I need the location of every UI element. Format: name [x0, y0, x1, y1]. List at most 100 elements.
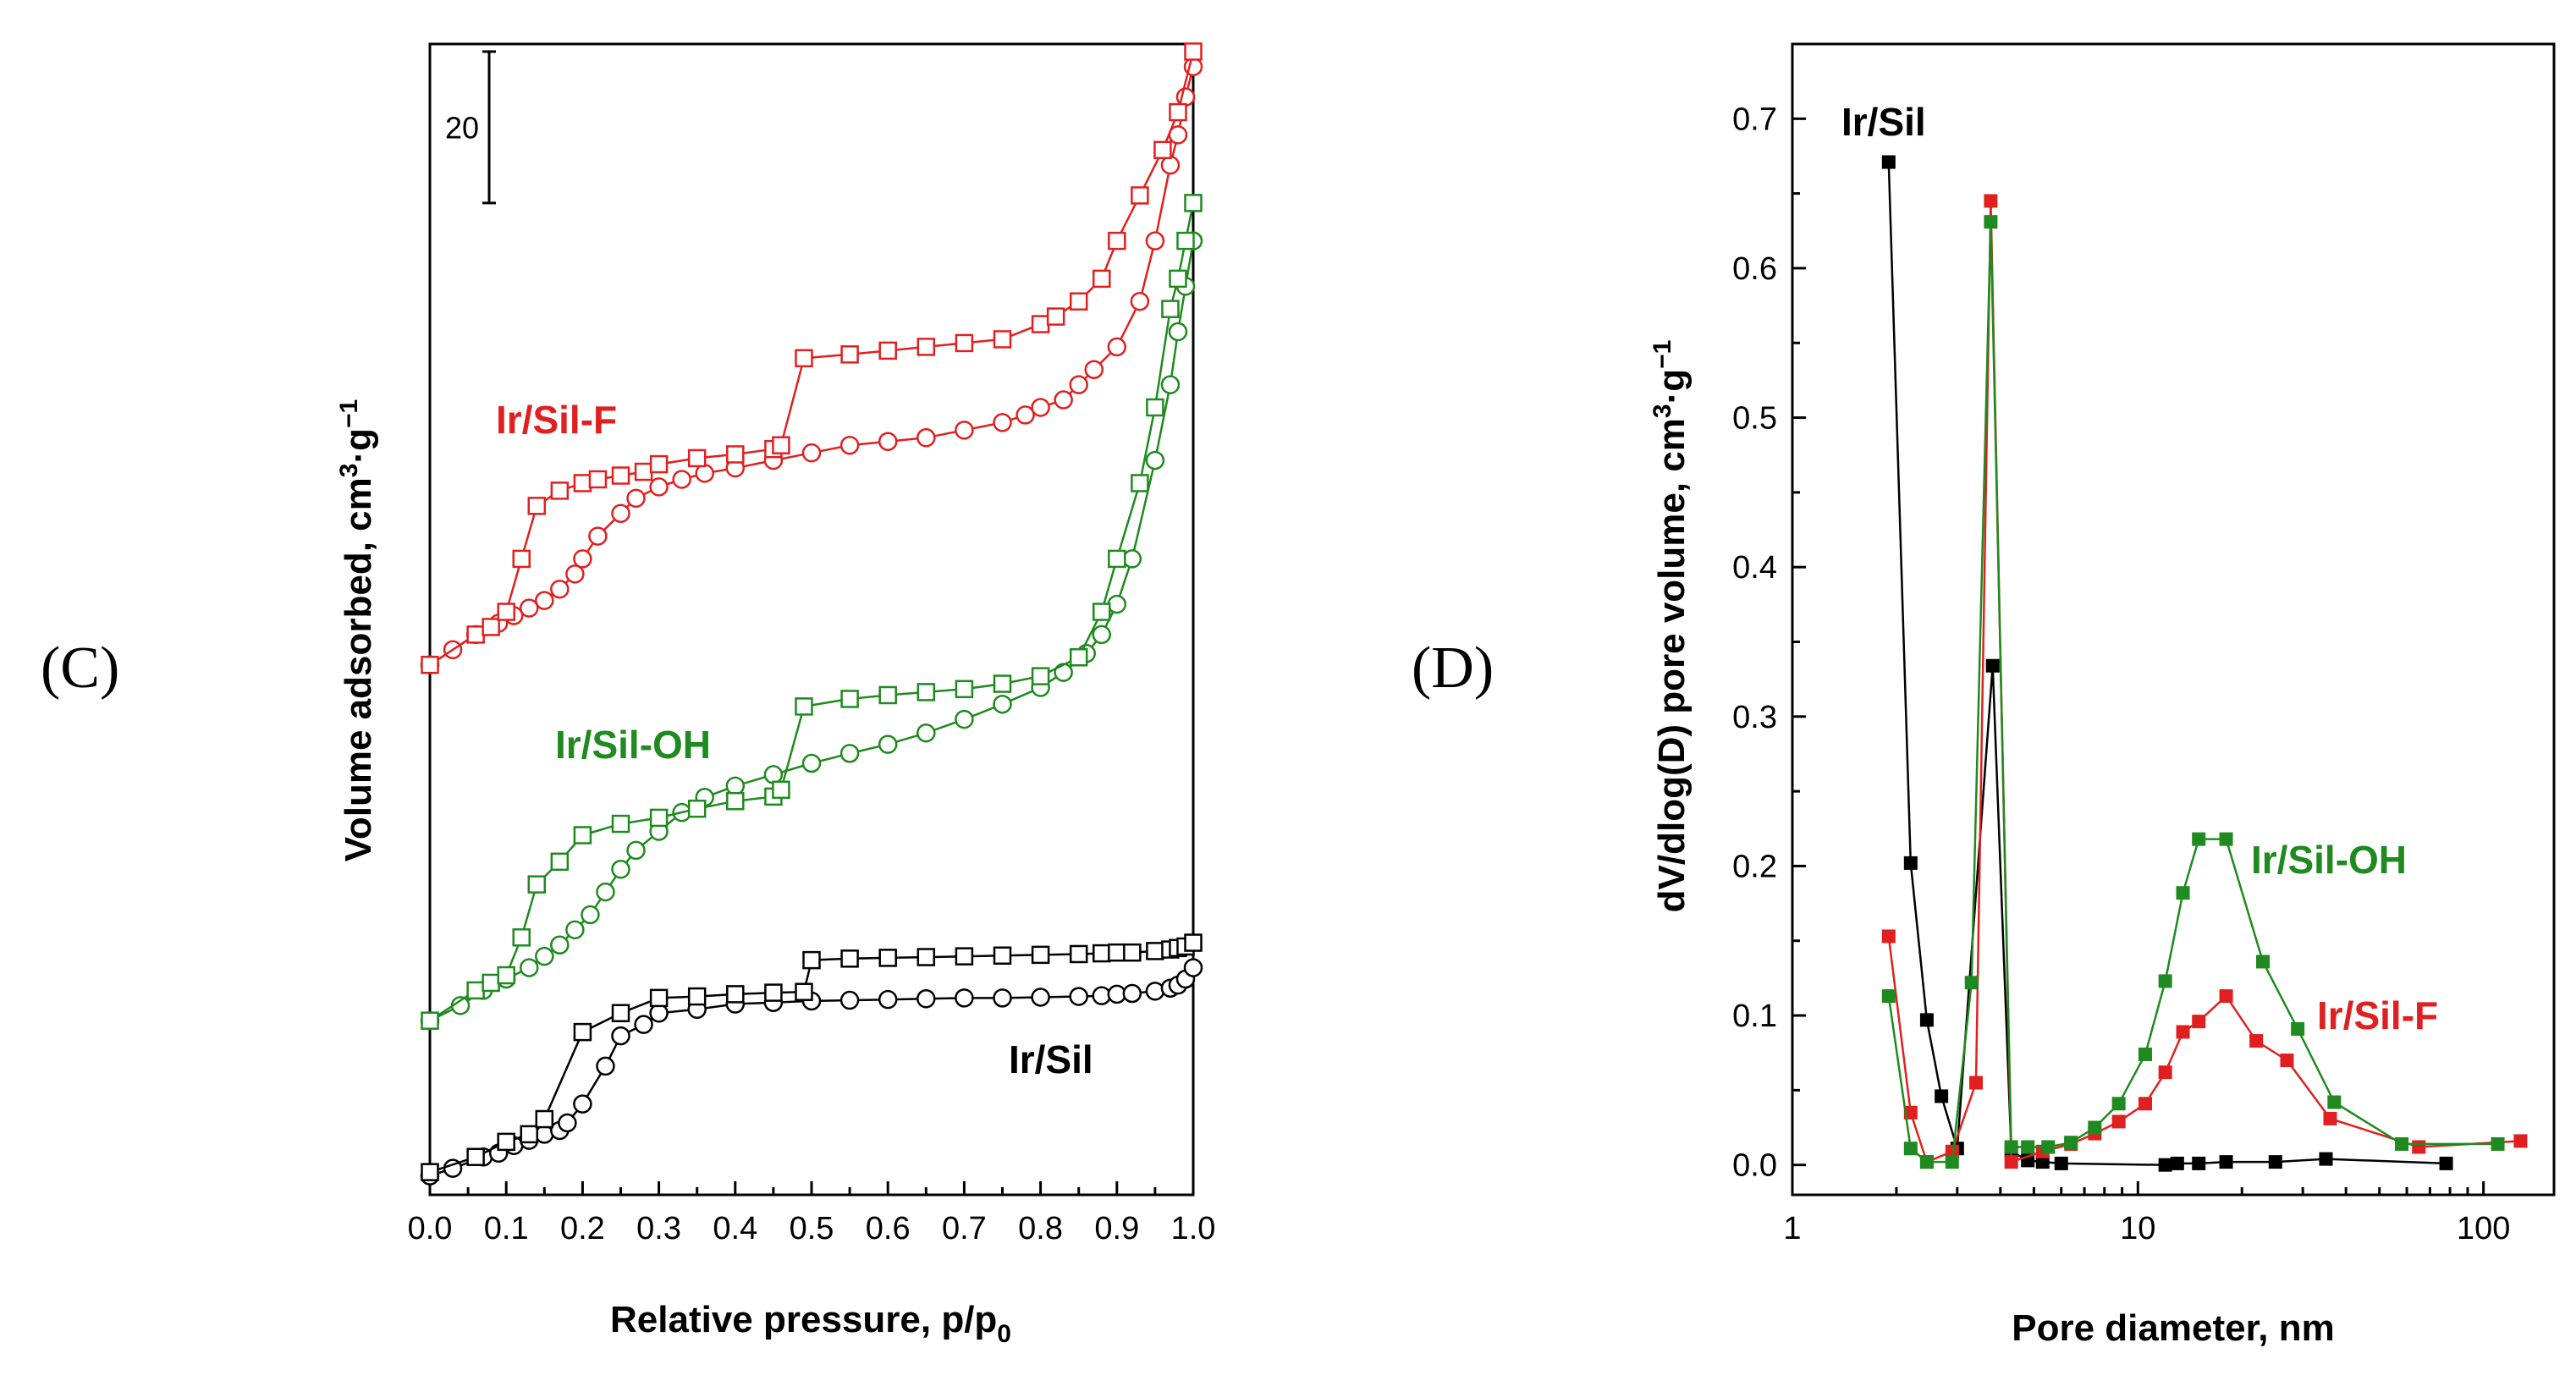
adsorption-point [565, 920, 585, 940]
data-point [2395, 1136, 2409, 1151]
label-ir-sil-f: Ir/Sil-F [496, 398, 617, 442]
y-tick-label: 0.3 [1732, 700, 1777, 735]
desorption-point [1131, 474, 1149, 492]
desorption-point [527, 875, 547, 894]
data-point [2192, 1015, 2206, 1029]
adsorption-point [565, 564, 585, 584]
data-point [2327, 1095, 2342, 1109]
data-point [2176, 886, 2190, 900]
desorption-point [611, 466, 630, 485]
data-point [2192, 832, 2206, 846]
adsorption-point [1107, 594, 1127, 614]
adsorption-point [672, 470, 691, 489]
desorption-point [993, 330, 1012, 349]
desorption-point [1184, 933, 1203, 952]
scale-bar-label: 20 [445, 110, 479, 145]
adsorption-point [1145, 450, 1165, 470]
desorption-point [649, 808, 669, 828]
data-point [2170, 1156, 2184, 1170]
data-point [1964, 976, 1979, 990]
adsorption-point [573, 549, 592, 569]
label-d-ir-sil: Ir/Sil [1841, 100, 1926, 144]
desorption-point [1069, 647, 1088, 667]
data-point [2138, 1047, 2152, 1061]
x-tick-label: 0.2 [560, 1211, 605, 1246]
label-d-ir-sil-oh: Ir/Sil-OH [2251, 838, 2407, 882]
desorption-point [726, 791, 745, 811]
adsorption-point [550, 935, 570, 955]
panel-label-c: (C) [41, 635, 119, 701]
desorption-point [687, 987, 707, 1006]
pore-series [1881, 155, 2528, 1172]
desorption-point [421, 1011, 439, 1030]
adsorption-point [955, 988, 974, 1008]
y-tick-label: 0.4 [1732, 550, 1777, 586]
desorption-point [916, 683, 936, 702]
adsorption-point [1107, 337, 1127, 357]
data-point [2004, 1155, 2018, 1169]
x-tick-label: 1.0 [1171, 1211, 1216, 1246]
desorption-point [878, 949, 897, 967]
desorption-point [687, 799, 707, 818]
desorption-point [1031, 315, 1050, 333]
data-point [1903, 856, 1918, 870]
desorption-point [878, 685, 897, 705]
desorption-point [1108, 549, 1126, 569]
x-tick-label: 10 [2120, 1211, 2155, 1246]
data-point [1935, 1089, 1949, 1103]
adsorption-point [1084, 360, 1104, 379]
adsorption-point [1160, 375, 1181, 394]
data-point [2158, 1065, 2172, 1080]
series-ir-sil-oh [420, 194, 1203, 1031]
adsorption-point [878, 735, 898, 754]
y-tick-label: 0.5 [1732, 401, 1777, 437]
adsorption-point [588, 526, 608, 546]
adsorption-point [626, 488, 646, 509]
desorption-point [772, 780, 790, 800]
adsorption-point [1092, 624, 1112, 645]
panel-label-d: (D) [1412, 635, 1494, 701]
pore-plot-frame [1791, 42, 2556, 1197]
label-d-ir-sil-f: Ir/Sil-F [2317, 993, 2438, 1037]
adsorption-point [1122, 983, 1142, 1004]
desorption-point [1146, 942, 1164, 960]
adsorption-point [1183, 958, 1203, 977]
data-point [1919, 1013, 1934, 1027]
data-point [1984, 194, 1998, 208]
adsorption-point [695, 464, 714, 483]
desorption-point [955, 333, 974, 353]
desorption-point [634, 462, 653, 481]
desorption-point [535, 1109, 554, 1129]
desorption-point [1093, 269, 1111, 289]
data-point [2192, 1156, 2206, 1170]
adsorption-point [839, 744, 860, 763]
y-tick-label: 0.7 [1732, 102, 1777, 137]
adsorption-point [634, 1015, 653, 1034]
label-ir-sil-oh: Ir/Sil-OH [555, 723, 711, 767]
adsorption-point [801, 753, 822, 773]
data-point [1945, 1144, 1959, 1158]
desorption-point [795, 349, 813, 368]
desorption-point [1031, 945, 1050, 965]
desorption-point [1031, 667, 1050, 685]
adsorption-point [763, 765, 784, 784]
data-point [2088, 1120, 2102, 1135]
desorption-point [1108, 943, 1126, 962]
adsorption-point [573, 1094, 592, 1114]
desorption-point [497, 602, 515, 621]
adsorption-point [1054, 390, 1073, 410]
desorption-point [421, 655, 439, 674]
x-tick-label: 0.6 [866, 1211, 911, 1246]
desorption-point [482, 618, 500, 636]
desorption-point [466, 981, 485, 1000]
data-point [2035, 1155, 2050, 1169]
desorption-point [1169, 102, 1187, 122]
desorption-point [840, 690, 859, 708]
desorption-point [1093, 602, 1111, 621]
desorption-point [840, 345, 859, 364]
y-tick-label: 0.1 [1732, 999, 1777, 1034]
desorption-point [497, 1132, 515, 1152]
desorption-point [611, 814, 630, 834]
y-tick-label: 0.2 [1732, 849, 1777, 884]
desorption-point [1146, 398, 1164, 417]
